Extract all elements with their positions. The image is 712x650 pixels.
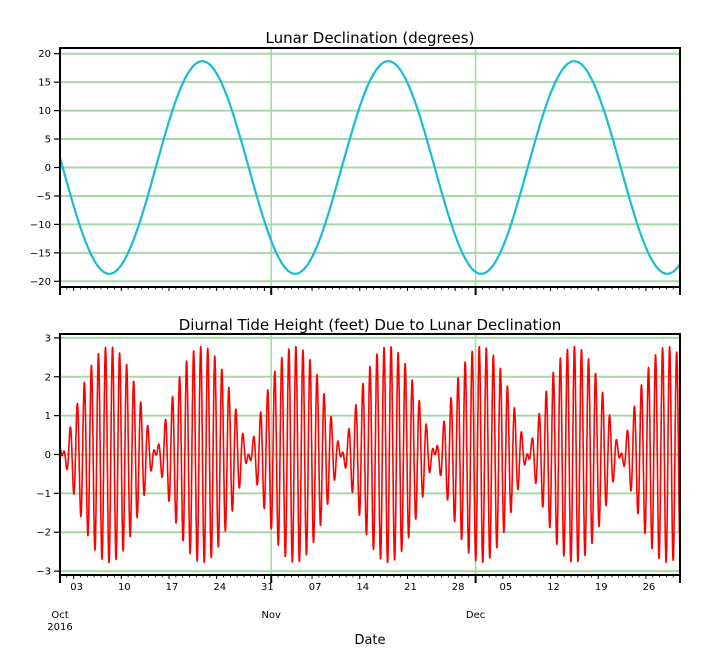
x-tick-label: 19 — [595, 582, 608, 593]
tide-y-axis: 3 2 1 0 −1 −2 −3 — [36, 333, 60, 578]
y-tick-label: 10 — [38, 106, 51, 117]
x-tick-label: 07 — [309, 582, 322, 593]
y-tick-label: 0 — [45, 450, 51, 461]
y-tick-label: −10 — [30, 220, 51, 231]
x-month-label: Dec — [466, 610, 485, 621]
y-tick-label: 0 — [45, 163, 51, 174]
y-tick-label: −15 — [30, 248, 51, 259]
declination-chart: Lunar Declination (degrees) 20 15 10 5 0 −5 −1… — [30, 29, 681, 295]
x-tick-label: 31 — [261, 582, 274, 593]
y-tick-label: 1 — [45, 411, 51, 422]
declination-axes-frame — [59, 47, 681, 288]
y-tick-label: 15 — [38, 78, 51, 89]
y-tick-label: 20 — [38, 49, 51, 60]
tide-line — [59, 345, 681, 564]
tide-axes-frame — [59, 333, 681, 576]
x-tick-label: 21 — [404, 582, 417, 593]
x-tick-label: 10 — [118, 582, 131, 593]
declination-line — [58, 60, 681, 275]
tide-chart: Diurnal Tide Height (feet) Due to Lunar … — [36, 316, 681, 648]
declination-chart-title: Lunar Declination (degrees) — [266, 29, 475, 47]
y-tick-label: 5 — [45, 135, 51, 146]
x-tick-label: 03 — [70, 582, 83, 593]
y-tick-label: −20 — [30, 277, 51, 288]
x-tick-label: 24 — [213, 582, 226, 593]
x-tick-label: 12 — [547, 582, 560, 593]
y-tick-label: 2 — [45, 372, 51, 383]
x-tick-label: 14 — [356, 582, 369, 593]
x-year-label: 2016 — [47, 622, 72, 633]
declination-x-axis — [59, 287, 681, 295]
declination-grid — [60, 48, 680, 287]
y-tick-label: −5 — [36, 191, 51, 202]
y-tick-label: −2 — [36, 528, 51, 539]
x-tick-label: 17 — [166, 582, 179, 593]
y-tick-label: 3 — [45, 333, 51, 344]
y-tick-label: −3 — [36, 567, 51, 578]
x-tick-label: 05 — [499, 582, 512, 593]
tide-chart-title: Diurnal Tide Height (feet) Due to Lunar … — [179, 316, 562, 334]
x-axis-label: Date — [354, 633, 385, 648]
x-tick-label: 28 — [452, 582, 465, 593]
x-tick-label: 26 — [643, 582, 656, 593]
declination-y-axis: 20 15 10 5 0 −5 −10 −15 −20 — [30, 49, 60, 288]
x-month-label: Nov — [261, 610, 281, 621]
x-month-label: Oct — [51, 610, 68, 621]
y-tick-label: −1 — [36, 489, 51, 500]
